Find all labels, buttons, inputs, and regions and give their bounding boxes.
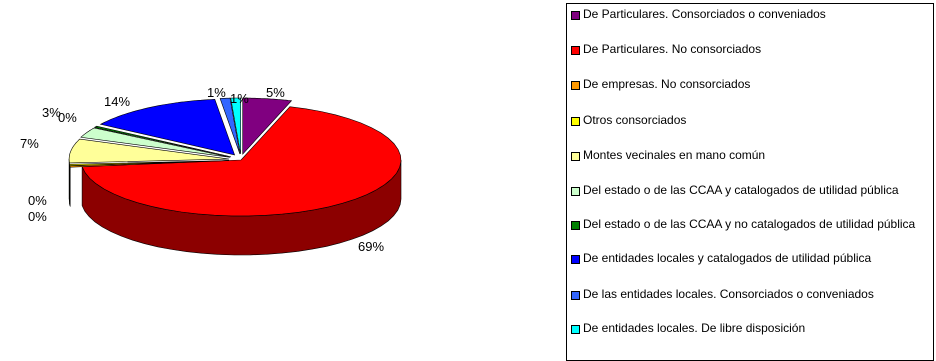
legend-swatch — [571, 255, 580, 264]
slice-label: 14% — [104, 94, 130, 109]
legend-label: De entidades locales y catalogados de ut… — [583, 252, 931, 265]
legend-label: Del estado o de las CCAA y no catalogado… — [583, 218, 931, 231]
legend-item: Del estado o de las CCAA y no catalogado… — [571, 218, 931, 231]
legend-label: De entidades locales. De libre disposici… — [583, 322, 931, 335]
legend-item: De Particulares. No consorciados — [571, 43, 931, 56]
legend-swatch — [571, 325, 580, 334]
legend-item: De las entidades locales. Consorciados o… — [571, 288, 931, 301]
legend-label: Del estado o de las CCAA y catalogados d… — [583, 184, 931, 197]
legend-item: Montes vecinales en mano común — [571, 149, 931, 162]
legend-label: De las entidades locales. Consorciados o… — [583, 288, 931, 301]
legend-label: De Particulares. Consorciados o convenia… — [583, 8, 931, 21]
slice-label: 5% — [266, 85, 285, 100]
legend-swatch — [571, 152, 580, 161]
slice-label: 0% — [28, 209, 47, 224]
legend-item: De empresas. No consorciados — [571, 78, 931, 91]
legend-swatch — [571, 46, 580, 55]
legend-swatch — [571, 11, 580, 20]
slice-label: 7% — [20, 136, 39, 151]
legend-label: Otros consorciados — [583, 114, 931, 127]
legend-label: De empresas. No consorciados — [583, 78, 931, 91]
legend-item: Otros consorciados — [571, 114, 931, 127]
slice-label: 1% — [207, 85, 226, 100]
legend-swatch — [571, 81, 580, 90]
pie-layer — [69, 98, 401, 255]
legend-swatch — [571, 117, 580, 126]
slice-label: 69% — [358, 239, 384, 254]
legend-swatch — [571, 221, 580, 230]
slice-label: 1% — [230, 91, 249, 106]
legend: De Particulares. Consorciados o convenia… — [566, 3, 934, 361]
legend-item: De Particulares. Consorciados o convenia… — [571, 8, 931, 21]
legend-label: Montes vecinales en mano común — [583, 149, 931, 162]
pie-chart: 5%69%0%0%7%3%0%14%1%1% — [0, 0, 560, 334]
slice-label: 0% — [28, 193, 47, 208]
legend-item: Del estado o de las CCAA y catalogados d… — [571, 184, 931, 197]
legend-item: De entidades locales. De libre disposici… — [571, 322, 931, 335]
slice-label: 0% — [58, 110, 77, 125]
legend-item: De entidades locales y catalogados de ut… — [571, 252, 931, 265]
legend-swatch — [571, 187, 580, 196]
legend-label: De Particulares. No consorciados — [583, 43, 931, 56]
legend-swatch — [571, 291, 580, 300]
